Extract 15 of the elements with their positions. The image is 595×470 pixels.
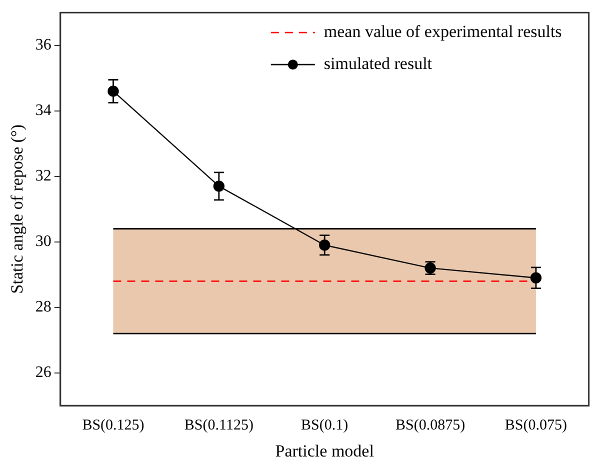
x-axis-title: Particle model: [275, 441, 374, 460]
x-tick-label: BS(0.1125): [184, 418, 254, 434]
legend-label: mean value of experimental results: [324, 22, 562, 42]
x-tick-label: BS(0.075): [504, 418, 568, 434]
y-tick-label: 34: [35, 102, 52, 120]
y-tick-label: 26: [35, 364, 52, 382]
y-tick-label: 32: [35, 168, 52, 185]
y-axis-title: Static angle of repose (°): [8, 124, 27, 294]
y-tick-label: 36: [35, 36, 52, 54]
x-tick-label: BS(0.0875): [395, 418, 466, 434]
y-tick-label: 30: [35, 233, 52, 250]
legend-label: simulated result: [324, 54, 432, 74]
x-tick-label: BS(0.125): [82, 418, 144, 434]
x-tick-label: BS(0.1): [301, 418, 348, 434]
y-tick-label: 28: [35, 298, 52, 316]
